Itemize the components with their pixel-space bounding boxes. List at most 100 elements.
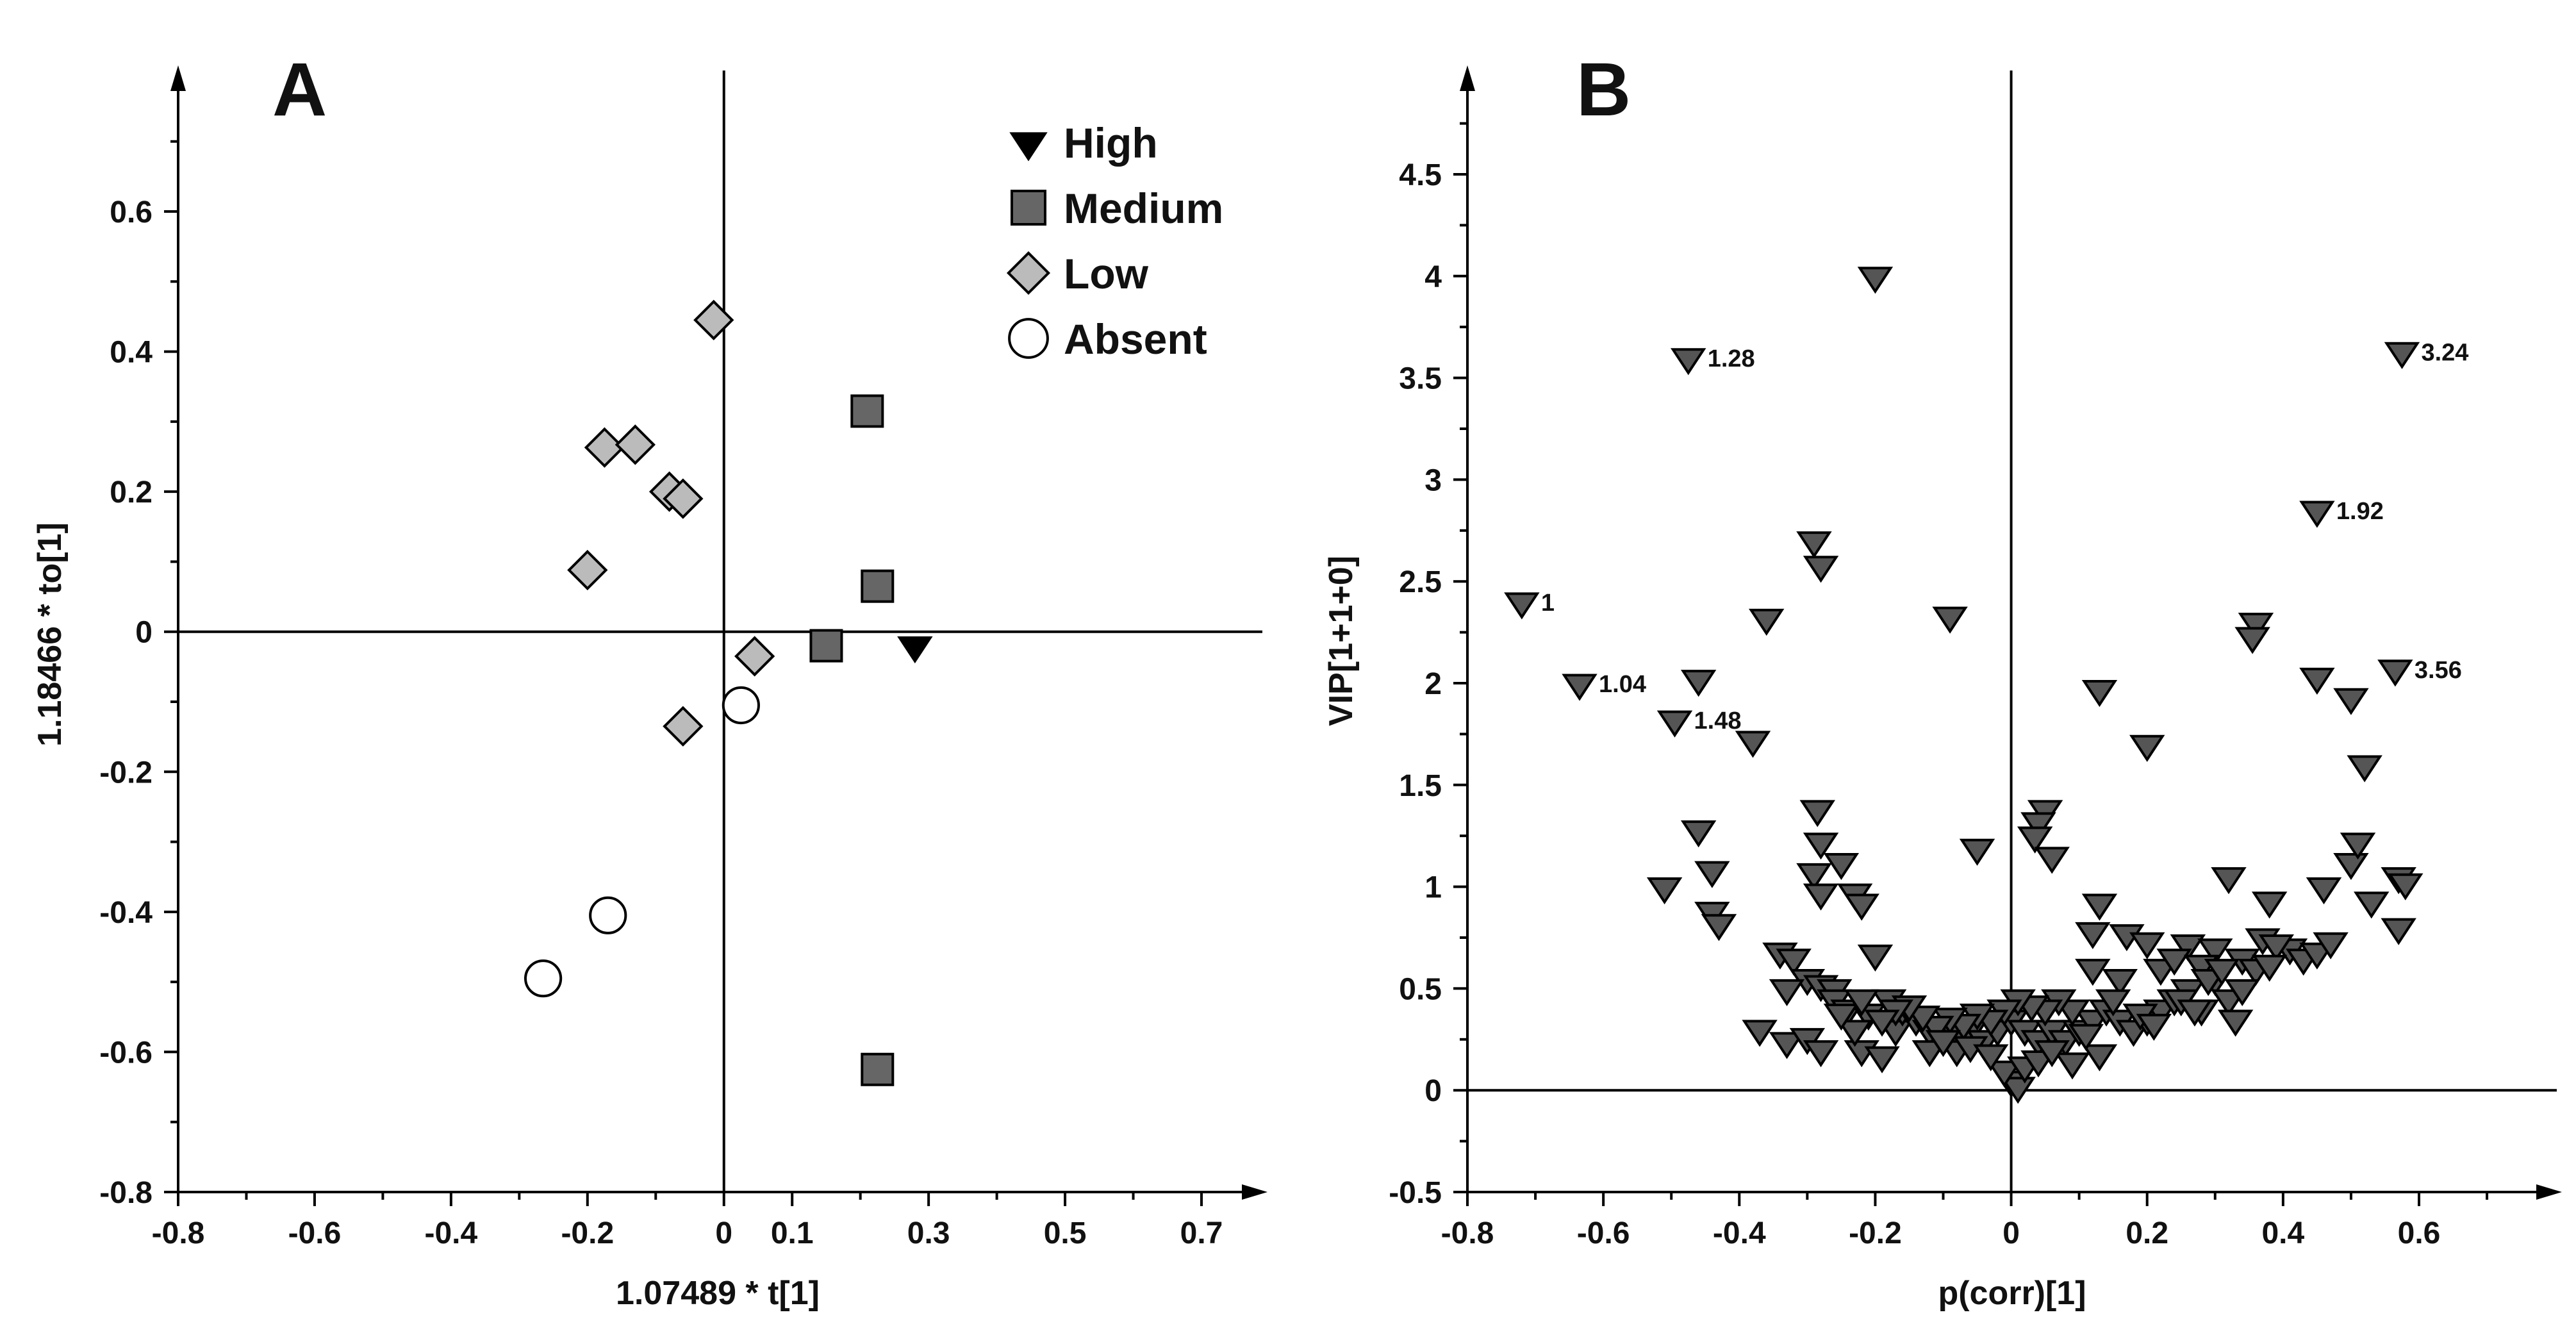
panel-b-point bbox=[1823, 852, 1860, 881]
panel-b-point bbox=[2377, 659, 2413, 687]
panel-b-point bbox=[2081, 679, 2118, 708]
panel-b-point bbox=[2211, 867, 2247, 895]
panel-b-point bbox=[1562, 674, 1598, 701]
panel-a-y-axis-arrow-icon bbox=[170, 65, 186, 91]
panel-b-x-tick-label: -0.4 bbox=[1713, 1216, 1766, 1250]
panel-a-x-tick-label: -0.2 bbox=[561, 1216, 614, 1250]
legend-item-high: High bbox=[1009, 119, 1158, 167]
panel-b-point bbox=[1837, 1020, 1873, 1047]
legend-label: Medium bbox=[1064, 185, 1223, 232]
panel-b-point bbox=[1925, 1030, 1961, 1057]
panel-a-x-axis-arrow-icon bbox=[1242, 1184, 1267, 1200]
panel-b-point bbox=[2238, 613, 2274, 640]
panel-b-point bbox=[1799, 800, 1835, 827]
panel-b-point-label: 1 bbox=[1541, 590, 1555, 617]
panel-a-letter: A bbox=[272, 47, 327, 132]
panel-b-point bbox=[2136, 1013, 2172, 1041]
panel-b-x-tick-label: 0.2 bbox=[2126, 1216, 2168, 1250]
panel-a-point-low bbox=[615, 424, 656, 465]
panel-a-x-tick-label: 0.1 bbox=[771, 1216, 814, 1250]
panel-b-point bbox=[2381, 918, 2416, 945]
panel-b-point bbox=[2054, 1052, 2090, 1080]
panel-a-legend: High Medium Low Absent bbox=[1006, 119, 1223, 363]
panel-b-point bbox=[1844, 989, 1879, 1016]
panel-b-y-tick-label: 1.5 bbox=[1399, 769, 1442, 803]
panel-b-point bbox=[1776, 949, 1812, 976]
panel-b-point bbox=[2129, 932, 2165, 959]
panel-a-y-tick-label: 0.6 bbox=[110, 195, 153, 229]
panel-b-point bbox=[1749, 608, 1785, 636]
panel-b-point bbox=[1735, 731, 1771, 758]
panel-b-y-tick-label: 4.5 bbox=[1399, 158, 1442, 192]
panel-b-y-tick-label: 3 bbox=[1424, 463, 1442, 497]
panel-b-point bbox=[1973, 1044, 2009, 1072]
panel-b-y-axis-arrow-icon bbox=[1460, 65, 1475, 91]
panel-b-point bbox=[1680, 670, 1717, 697]
panel-a-y-tick-label: -0.8 bbox=[99, 1176, 153, 1210]
panel-b-point bbox=[2156, 949, 2192, 976]
panel-b-point bbox=[1844, 893, 1879, 921]
panel-b-point-label: 1.48 bbox=[1694, 708, 1742, 734]
panel-b-point bbox=[1796, 863, 1832, 890]
panel-a-point-low bbox=[567, 549, 608, 591]
legend-item-absent: Absent bbox=[1008, 315, 1207, 363]
panel-a-x-tick-label: 0.3 bbox=[907, 1216, 950, 1250]
panel-b-point bbox=[1857, 944, 1894, 972]
panel-b-point bbox=[1504, 592, 1540, 620]
panel-a-y-tick-label: 0.4 bbox=[110, 336, 153, 370]
panel-b-point bbox=[2299, 501, 2335, 528]
legend-label: Absent bbox=[1064, 315, 1207, 363]
panel-a-point-low bbox=[663, 706, 704, 747]
panel-a-y-tick-label: 0 bbox=[135, 616, 153, 650]
panel-b-point bbox=[2299, 667, 2335, 695]
panel-a-y-axis-title: 1.18466 * to[1] bbox=[31, 522, 69, 747]
panel-b-point bbox=[2170, 934, 2206, 962]
panel-b-point bbox=[1769, 1032, 1805, 1059]
panel-b-point bbox=[1742, 1020, 1778, 1047]
panel-b-y-tick-label: 0 bbox=[1424, 1074, 1442, 1108]
panel-b-scatter-plot: B p(corr)[1] VIP[1+1+0] -0.8 -0.6 -0.4 -0.2… bbox=[1323, 47, 2562, 1312]
panel-b-point bbox=[2354, 891, 2390, 919]
panel-a-scatter-plot: A High Medium Low Absent 1.07489 * t[1] 1.1… bbox=[31, 47, 1267, 1312]
panel-a-point-medium bbox=[861, 1052, 895, 1086]
panel-b-point-label: 1.92 bbox=[2336, 498, 2384, 525]
legend-marker-diamond-icon bbox=[1006, 251, 1051, 295]
panel-b-y-tick-label: 0.5 bbox=[1399, 972, 1442, 1006]
panel-b-point bbox=[2177, 999, 2213, 1027]
panel-b-point bbox=[2340, 833, 2376, 860]
panel-b-point-label: 3.56 bbox=[2415, 657, 2462, 684]
legend-label: Low bbox=[1064, 250, 1149, 297]
panel-a-point-low bbox=[663, 478, 704, 519]
panel-b-letter: B bbox=[1576, 47, 1631, 132]
panel-b-x-tick-label: -0.6 bbox=[1577, 1216, 1630, 1250]
panel-b-point bbox=[1671, 348, 1706, 376]
panel-b-point bbox=[2081, 1044, 2118, 1072]
panel-b-point bbox=[1864, 1009, 1900, 1037]
panel-b-x-axis-title: p(corr)[1] bbox=[1938, 1275, 2086, 1312]
panel-b-point bbox=[1986, 1060, 2022, 1088]
panel-a-point-low bbox=[584, 427, 625, 468]
panel-b-y-tick-label: 1 bbox=[1424, 871, 1442, 905]
panel-b-point-label: 3.24 bbox=[2421, 339, 2468, 366]
panel-b-point bbox=[1803, 1040, 1839, 1068]
panel-b-point bbox=[2034, 1040, 2070, 1068]
panel-a-point-medium bbox=[850, 394, 884, 428]
panel-a-y-tick-label: 0.2 bbox=[110, 476, 153, 509]
panel-b-y-tick-label: -0.5 bbox=[1389, 1176, 1442, 1210]
panel-b-point bbox=[2306, 877, 2342, 905]
panel-b-point bbox=[2000, 1077, 2036, 1104]
panel-b-point-label: 1.28 bbox=[1708, 345, 1755, 372]
panel-b-point bbox=[2068, 1023, 2104, 1051]
panel-b-x-tick-label: 0.4 bbox=[2261, 1216, 2304, 1250]
panel-a-point-low bbox=[693, 299, 734, 341]
panel-b-y-tick-label: 3.5 bbox=[1399, 362, 1442, 396]
panel-b-point bbox=[2102, 968, 2138, 997]
panel-b-x-tick-label: 0.6 bbox=[2398, 1216, 2441, 1250]
panel-a-point-medium bbox=[861, 569, 895, 603]
panel-b-point bbox=[1656, 710, 1693, 738]
panel-b-point bbox=[2224, 979, 2260, 1006]
legend-marker-circle-icon bbox=[1008, 318, 1049, 359]
panel-b-point bbox=[2197, 938, 2233, 966]
panel-b-y-tick-label: 4 bbox=[1424, 260, 1442, 294]
panel-b-y-tick-label: 2.5 bbox=[1399, 565, 1442, 599]
